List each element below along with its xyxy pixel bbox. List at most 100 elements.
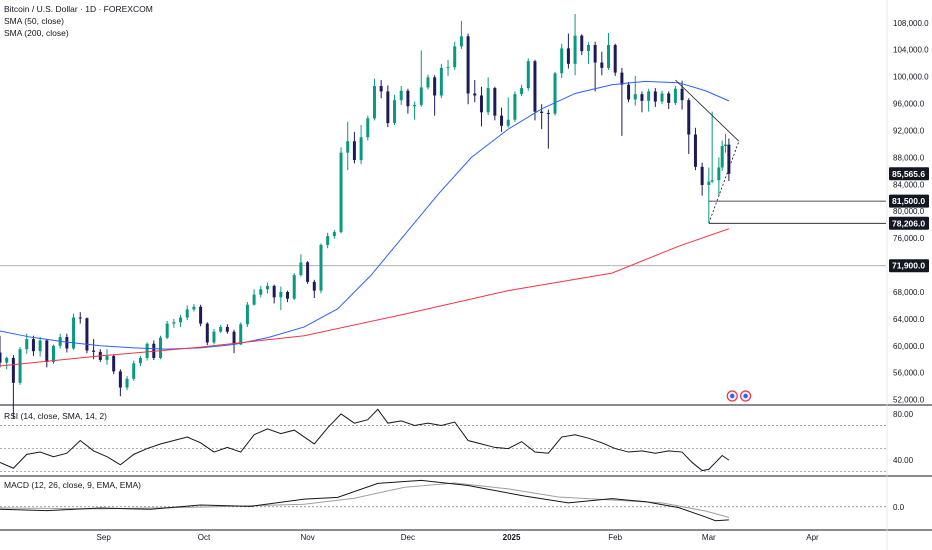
candle[interactable] [600,62,604,68]
candle[interactable] [700,166,704,185]
candle[interactable] [252,294,256,305]
sma50-line[interactable] [0,80,730,350]
candle[interactable] [366,118,370,138]
candle[interactable] [667,93,671,103]
candle[interactable] [426,77,430,88]
candle[interactable] [506,119,510,126]
candle[interactable] [72,317,76,349]
candle[interactable] [92,350,96,352]
candle[interactable] [493,88,497,116]
candle[interactable] [453,46,457,68]
candle[interactable] [520,88,524,95]
candle[interactable] [433,77,437,96]
time-axis[interactable]: Sep Oct Nov Dec 2025 Feb Mar Apr [97,533,820,542]
candle[interactable] [65,337,69,349]
candle[interactable] [145,343,149,358]
candle[interactable] [346,141,350,153]
candle[interactable] [125,378,129,388]
candle[interactable] [473,93,477,96]
candle[interactable] [720,145,724,168]
candle[interactable] [660,93,664,102]
candle[interactable] [279,291,283,298]
candle[interactable] [85,318,89,351]
candle[interactable] [486,88,490,113]
candle[interactable] [566,48,570,64]
sma200-legend[interactable]: SMA (200, close) [4,28,69,38]
candle[interactable] [105,355,109,360]
candle[interactable] [265,285,269,290]
sma200-line[interactable] [0,228,730,367]
candle[interactable] [526,61,530,89]
rsi-pane[interactable]: 80.00 40.00 [0,408,914,473]
candle[interactable] [680,88,684,101]
symbol-title[interactable]: Bitcoin / U.S. Dollar · 1D · FOREXCOM [4,4,153,14]
candle[interactable] [653,91,657,102]
candle[interactable] [593,45,597,63]
rsi-line[interactable] [0,408,730,472]
candle[interactable] [18,349,22,383]
candle[interactable] [479,95,483,113]
candle[interactable] [179,317,183,323]
candle[interactable] [185,309,189,318]
candle[interactable] [727,144,731,174]
candle[interactable] [11,357,15,383]
candle[interactable] [413,104,417,107]
candle[interactable] [132,363,136,379]
candle[interactable] [38,340,42,352]
candle[interactable] [31,339,35,352]
candle[interactable] [312,281,316,291]
triangle-lower-line[interactable] [708,141,740,224]
candle[interactable] [553,73,557,114]
candle[interactable] [633,94,637,100]
candle[interactable] [724,144,728,146]
candle[interactable] [560,48,564,74]
candle[interactable] [51,345,55,362]
candle[interactable] [647,91,651,101]
candle[interactable] [359,137,363,161]
candle[interactable] [0,352,2,363]
candle[interactable] [640,94,644,101]
candle[interactable] [710,180,714,182]
candle[interactable] [459,36,463,47]
candle[interactable] [406,90,410,107]
event-flags[interactable] [726,390,752,402]
candle[interactable] [259,289,263,295]
candle[interactable] [466,36,470,94]
triangle-upper-line[interactable] [675,79,740,142]
candle[interactable] [352,141,356,161]
candle[interactable] [319,244,323,291]
candle[interactable] [45,340,49,362]
candle[interactable] [439,67,443,96]
sma50-legend[interactable]: SMA (50, close) [4,16,64,26]
candle[interactable] [573,35,577,64]
candle[interactable] [245,304,249,325]
candle[interactable] [239,324,243,345]
candle[interactable] [693,134,697,167]
candle[interactable] [172,322,176,324]
candle[interactable] [138,357,142,364]
candle[interactable] [332,232,336,237]
macd-legend[interactable]: MACD (12, 26, close, 9, EMA, EMA) [4,480,141,490]
candle[interactable] [118,371,122,388]
candle[interactable] [607,45,611,68]
candle[interactable] [446,67,450,69]
candle[interactable] [286,291,290,299]
candle[interactable] [717,167,721,181]
candle[interactable] [386,91,390,124]
candle[interactable] [379,86,383,92]
candle[interactable] [419,87,423,105]
candle[interactable] [533,61,537,112]
candle[interactable] [620,72,624,85]
candle[interactable] [205,323,209,343]
candle[interactable] [500,115,504,126]
candle[interactable] [112,355,116,372]
price-pane[interactable]: 108,000.0 104,000.0 100,000.0 96,000.0 92,00… [0,14,929,419]
candle[interactable] [212,331,216,343]
candle[interactable] [165,323,169,338]
candle[interactable] [326,236,330,245]
candle[interactable] [225,326,229,332]
candle[interactable] [272,285,276,298]
candle[interactable] [580,35,584,52]
candle[interactable] [78,317,82,319]
candle[interactable] [158,337,162,358]
